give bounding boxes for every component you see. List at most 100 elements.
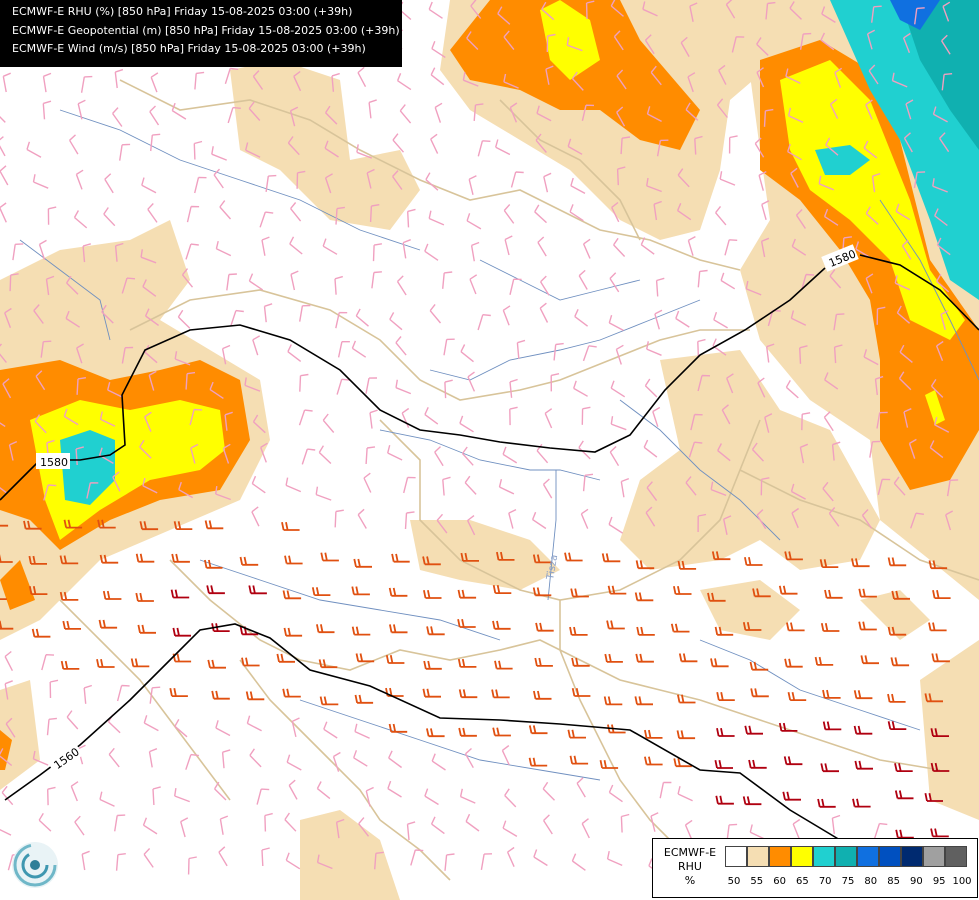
wind-barb xyxy=(903,132,913,153)
wind-barb xyxy=(443,338,455,356)
title-geopotential: ECMWF-E Geopotential (m) [850 hPa] Frida… xyxy=(12,23,400,37)
wind-barb xyxy=(142,279,157,297)
wind-barb xyxy=(536,105,552,122)
wind-barb xyxy=(570,588,589,598)
wind-barb xyxy=(509,102,518,123)
wind-barb xyxy=(829,269,842,289)
wind-barb xyxy=(787,143,802,161)
wind-barb xyxy=(790,483,806,500)
legend-tick-label: 100 xyxy=(952,876,972,887)
wind-barb xyxy=(825,137,839,156)
wind-barb xyxy=(65,310,80,328)
wind-barb xyxy=(749,824,766,840)
wind-barb xyxy=(38,812,52,832)
wind-barb xyxy=(680,36,690,57)
wind-barb xyxy=(218,846,228,867)
wind-barb xyxy=(355,653,375,663)
wind-barb xyxy=(829,98,839,119)
wind-barb xyxy=(43,484,57,501)
wind-barb xyxy=(820,623,840,632)
wind-barb xyxy=(634,696,653,706)
legend-tick-label: 50 xyxy=(727,876,741,887)
wind-barb xyxy=(457,619,476,628)
wind-barb xyxy=(534,657,553,667)
wind-barb xyxy=(173,521,193,530)
wind-barb xyxy=(332,751,341,772)
wind-barb xyxy=(246,715,262,732)
legend-swatch xyxy=(901,846,923,867)
wind-barb xyxy=(99,411,116,427)
wind-barb xyxy=(783,756,803,766)
wind-barb xyxy=(102,590,122,600)
wind-barb xyxy=(12,243,24,261)
wind-barb xyxy=(581,104,595,121)
wind-barb xyxy=(764,413,773,433)
wind-barb xyxy=(365,377,378,394)
wind-barb xyxy=(148,370,157,391)
wind-barb xyxy=(932,178,948,193)
wind-barb xyxy=(574,309,589,327)
title-rhu: ECMWF-E RHU (%) [850 hPa] Friday 15-08-2… xyxy=(12,5,353,18)
wind-barb xyxy=(248,273,264,291)
wind-barb xyxy=(256,788,270,805)
wind-barb xyxy=(0,620,14,630)
wind-barb xyxy=(761,200,770,220)
wind-barb xyxy=(720,272,736,290)
rhu-area-55 xyxy=(860,590,930,640)
wind-barb xyxy=(778,722,798,732)
wind-barb xyxy=(410,849,424,866)
wind-barb xyxy=(645,506,656,527)
wind-barb xyxy=(402,239,411,259)
wind-barb xyxy=(98,619,118,629)
wind-barb xyxy=(819,559,839,568)
wind-barb xyxy=(171,102,187,120)
wind-barb xyxy=(351,586,370,596)
wind-barb xyxy=(429,303,442,324)
wind-barb xyxy=(757,377,766,398)
wind-barb xyxy=(801,273,815,291)
wind-barb xyxy=(107,382,123,398)
legend-model: ECMWF-E xyxy=(663,846,717,859)
wind-barb xyxy=(606,620,625,630)
wind-barb xyxy=(799,443,809,464)
wind-barb xyxy=(502,820,518,838)
wind-barb xyxy=(853,690,873,700)
wind-barb xyxy=(546,33,556,53)
wind-barb xyxy=(467,371,476,392)
wind-barb xyxy=(222,443,231,464)
wind-barb xyxy=(531,511,547,530)
wind-barb xyxy=(143,848,154,868)
wind-barbs-light xyxy=(0,0,959,876)
wind-barb xyxy=(717,443,731,462)
wind-barb xyxy=(149,686,161,704)
wind-barb xyxy=(230,309,244,327)
wind-barb xyxy=(710,481,727,497)
wind-barb xyxy=(865,273,874,294)
rhu-area-55 xyxy=(620,350,880,570)
legend-swatch xyxy=(857,846,879,867)
wind-barb xyxy=(59,591,79,601)
wind-barb xyxy=(296,170,306,189)
wind-barb xyxy=(81,850,90,871)
wind-barb xyxy=(581,818,590,839)
wind-barb xyxy=(369,204,380,223)
wind-barb xyxy=(0,486,7,494)
wind-barb xyxy=(357,508,367,529)
wind-barb xyxy=(715,205,727,226)
wind-barb xyxy=(241,657,260,667)
wind-barb xyxy=(286,754,302,771)
wind-barb xyxy=(60,660,80,670)
wind-barb xyxy=(385,655,405,664)
wind-barb xyxy=(896,305,911,324)
wind-barb xyxy=(656,139,669,157)
wind-barb xyxy=(687,72,696,93)
wind-barb xyxy=(140,249,157,264)
wind-barb xyxy=(569,626,588,636)
wind-barb xyxy=(101,304,114,324)
wind-barb xyxy=(389,624,408,634)
wind-barb xyxy=(534,204,547,224)
wind-barb xyxy=(822,721,842,731)
wind-barb xyxy=(503,30,515,51)
wind-barb xyxy=(873,822,888,840)
wind-barb xyxy=(4,680,13,700)
